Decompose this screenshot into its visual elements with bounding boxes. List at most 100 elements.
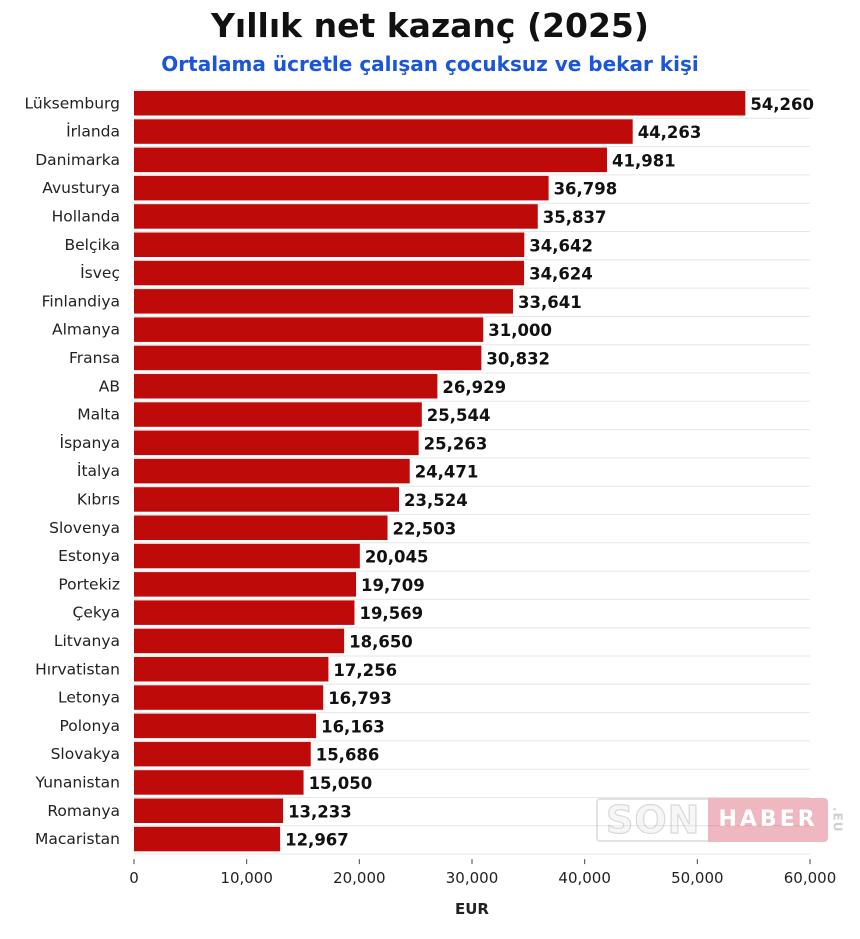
value-label: 23,524 [404, 491, 468, 510]
bar [134, 91, 746, 116]
value-label: 31,000 [488, 321, 552, 340]
value-label: 15,050 [309, 774, 373, 793]
bar [134, 798, 284, 823]
bar [134, 600, 355, 625]
bar [134, 119, 633, 144]
value-label: 33,641 [518, 293, 582, 312]
category-label: Letonya [58, 689, 120, 707]
bar [134, 147, 607, 173]
category-label: Kıbrıs [77, 490, 120, 508]
bar [134, 374, 438, 399]
x-axis-title: EUR [455, 900, 489, 918]
bar [134, 345, 482, 371]
chart-subtitle: Ortalama ücretle çalışan çocuksuz ve bek… [161, 52, 699, 76]
category-label: Portekiz [58, 575, 120, 593]
value-label: 18,650 [349, 632, 413, 651]
value-label: 20,045 [365, 548, 429, 567]
value-label: 35,837 [543, 208, 607, 227]
bar [134, 289, 514, 314]
value-label: 54,260 [750, 95, 814, 114]
value-label: 44,263 [638, 123, 702, 142]
value-label: 25,263 [424, 434, 488, 453]
bar [134, 487, 400, 512]
category-label: Litvanya [54, 632, 120, 650]
watermark-logo: SON HABER .EU [596, 798, 845, 842]
bar [134, 515, 388, 540]
bar [134, 770, 304, 795]
value-label: 30,832 [486, 349, 550, 368]
bar [134, 430, 419, 456]
bar [134, 317, 484, 342]
value-label: 36,798 [554, 180, 618, 199]
category-label: Fransa [69, 349, 120, 367]
x-tick-label: 60,000 [784, 869, 837, 887]
bar [134, 204, 538, 229]
category-label: AB [99, 377, 120, 395]
category-label: Belçika [64, 236, 120, 254]
bar [134, 232, 525, 257]
value-label: 34,624 [529, 265, 593, 284]
value-label: 41,981 [612, 151, 676, 170]
bars [134, 91, 746, 852]
category-label: Slovakya [51, 745, 120, 763]
bar [134, 826, 281, 852]
x-tick-label: 50,000 [671, 869, 724, 887]
category-label: Malta [77, 406, 120, 424]
category-label: Lüksemburg [25, 94, 120, 112]
bar [134, 543, 360, 569]
value-label: 26,929 [442, 378, 506, 397]
bar [134, 458, 410, 484]
value-label: 34,642 [529, 236, 593, 255]
category-label: İrlanda [66, 122, 120, 141]
bar [134, 657, 329, 682]
value-label: 19,569 [359, 604, 423, 623]
chart-title: Yıllık net kazanç (2025) [211, 6, 649, 45]
category-label: Avusturya [42, 179, 120, 197]
x-axis-ticks: 0 10,000 20,000 30,000 40,000 50,000 60,000 [129, 859, 836, 887]
bar [134, 260, 525, 286]
watermark-haber: HABER [708, 798, 828, 842]
category-label: Almanya [52, 321, 120, 339]
watermark-eu: .EU [830, 807, 845, 833]
category-label: Yunanistan [35, 773, 120, 791]
category-label: Estonya [58, 547, 120, 565]
value-label: 19,709 [361, 576, 425, 595]
category-label: Romanya [47, 802, 120, 820]
category-labels: Lüksemburg İrlanda Danimarka Avusturya Holla… [25, 94, 120, 848]
category-label: Finlandiya [42, 292, 120, 310]
bar [134, 685, 324, 710]
bar [134, 628, 345, 654]
watermark-son: SON [596, 798, 709, 842]
category-label: Slovenya [49, 519, 120, 537]
category-label: İtalya [77, 461, 120, 480]
bar [134, 572, 357, 597]
bar [134, 741, 311, 767]
category-label: Polonya [59, 717, 120, 735]
bar [134, 713, 317, 739]
value-label: 17,256 [333, 661, 397, 680]
category-label: Danimarka [35, 151, 120, 169]
category-label: Hırvatistan [35, 660, 120, 678]
value-label: 16,793 [328, 689, 392, 708]
value-label: 12,967 [285, 831, 349, 850]
x-tick-label: 0 [129, 869, 139, 887]
x-tick-label: 10,000 [220, 869, 273, 887]
value-label: 13,233 [288, 802, 352, 821]
value-label: 25,544 [427, 406, 491, 425]
grid-lines [134, 89, 810, 855]
category-label: Çekya [73, 604, 120, 622]
category-label: Macaristan [35, 830, 120, 848]
x-tick-label: 20,000 [333, 869, 386, 887]
bar [134, 175, 549, 201]
value-label: 24,471 [415, 463, 479, 482]
value-label: 15,686 [316, 746, 380, 765]
value-label: 22,503 [393, 519, 457, 538]
category-label: İsveç [80, 263, 120, 282]
value-label: 16,163 [321, 717, 385, 736]
x-tick-label: 30,000 [446, 869, 499, 887]
x-tick-label: 40,000 [558, 869, 611, 887]
category-label: Hollanda [52, 207, 120, 225]
bar [134, 402, 422, 427]
value-labels: 54,260 44,263 41,981 36,798 35,837 34,642 34,6… [285, 95, 814, 850]
